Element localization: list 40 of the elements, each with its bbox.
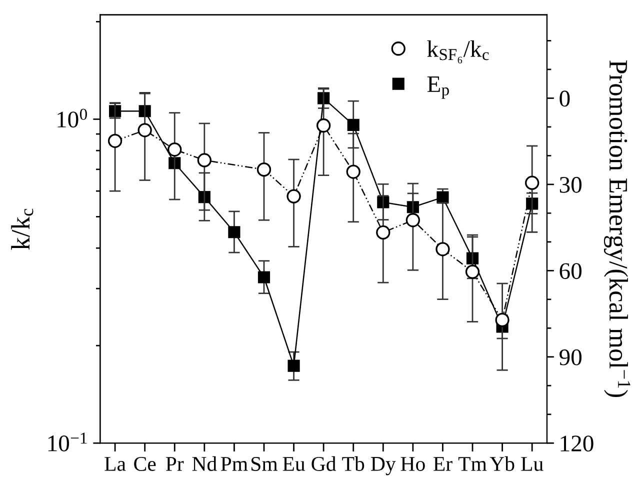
y-axis-title: k/k$_{c}$ [11,208,34,250]
point [138,123,152,138]
x-tick-label: La [104,457,126,471]
point [316,118,331,133]
legend-label: k$_{SF₆}$/k$_{c}$ [427,40,489,64]
point [525,176,540,190]
point [465,264,480,279]
y2-tick-label: 90 [560,349,582,366]
point [197,153,212,168]
point [436,242,450,256]
x-tick-label: Gd [312,456,336,471]
x-tick-label: Eu [282,457,305,471]
y-tick-label: 10$^{0}$ [58,108,87,128]
x-tick-label: Ho [400,457,425,471]
x-tick-label: Pr [166,457,184,471]
y2-tick-label: 60 [560,263,582,280]
y2-tick-label: 120 [560,436,594,452]
y2-axis-title: Promotion Emergy/(kcal mol$^{−1}$) [604,60,630,398]
y-tick-label: 10$^{−1}$ [48,432,87,452]
x-tick-label: Sm [251,456,278,471]
point [376,225,390,240]
x-tick-label: Ce [134,456,156,471]
x-tick-label: Nd [192,456,217,471]
x-tick-label: Tb [342,456,364,471]
point [286,189,301,204]
point [346,164,360,179]
y2-tick-label: 30 [560,176,582,193]
x-tick-label: Lu [521,457,544,471]
legend-label: E$_{p}$ [427,76,449,99]
point [406,213,420,228]
x-tick-label: Tm [458,457,487,471]
y2-tick-label: 0 [560,90,570,107]
point [168,142,182,157]
x-tick-label: Yb [490,456,514,471]
point [495,312,510,328]
x-tick-label: Dy [371,457,396,476]
x-tick-label: Er [433,457,452,471]
point [108,134,122,148]
x-tick-label: Pm [220,457,248,471]
point [256,162,272,177]
